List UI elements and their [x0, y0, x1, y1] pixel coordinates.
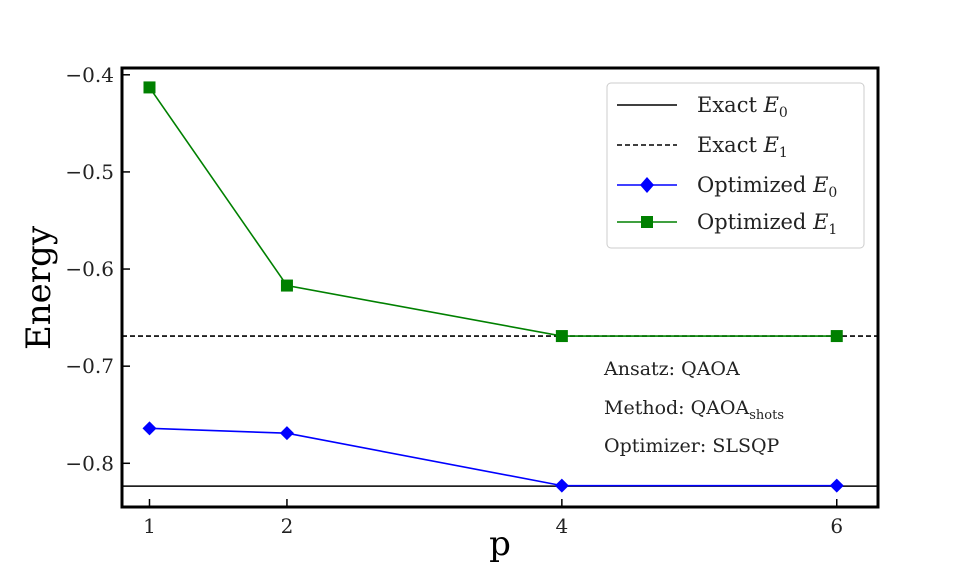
- plot-content: [122, 81, 878, 493]
- x-tick-label: 2: [281, 514, 294, 538]
- axis-ticks: 1 2 4 6 −0.8 −0.7 −0.6 −0.5 −0.4: [65, 63, 843, 538]
- legend-label-optimized-e0: Optimized E0: [697, 173, 837, 201]
- data-point-optimized-e1-p6: [830, 330, 843, 343]
- annotation-block: Ansatz: QAOA Method: QAOAshots Optimizer…: [603, 358, 784, 457]
- legend-marker-optimized-e0: [640, 177, 654, 193]
- legend-label-optimized-e1: Optimized E1: [697, 210, 837, 238]
- data-point-optimized-e0-p4: [554, 478, 569, 493]
- x-axis-title: p: [489, 524, 511, 564]
- legend-marker-optimized-e1: [641, 216, 653, 228]
- y-tick-label: −0.8: [65, 451, 114, 475]
- data-point-optimized-e0-p6: [829, 478, 844, 493]
- y-axis-title: Energy: [19, 225, 59, 350]
- x-tick-label: 6: [830, 514, 843, 538]
- data-point-optimized-e0-p2: [279, 426, 294, 441]
- y-tick-label: −0.4: [65, 63, 114, 87]
- legend-label-exact-e0: Exact E0: [697, 93, 788, 121]
- annotation-optimizer: Optimizer: SLSQP: [604, 435, 780, 457]
- series-line-optimized-e1: [148, 86, 837, 337]
- data-point-optimized-e1-p1: [143, 81, 156, 94]
- data-point-optimized-e1-p2: [280, 279, 293, 292]
- y-tick-label: −0.5: [65, 160, 114, 184]
- y-tick-label: −0.6: [65, 257, 114, 281]
- annotation-method: Method: QAOAshots: [604, 397, 784, 423]
- legend-label-exact-e1: Exact E1: [697, 133, 788, 161]
- x-tick-label: 4: [555, 514, 568, 538]
- legend: Exact E0 Exact E1 Optimized E0 Optimized…: [606, 82, 865, 249]
- data-point-optimized-e1-p4: [555, 330, 568, 343]
- data-point-optimized-e0-p1: [142, 421, 157, 436]
- series-line-optimized-e0: [149, 427, 837, 487]
- annotation-ansatz: Ansatz: QAOA: [603, 358, 740, 380]
- y-tick-label: −0.7: [65, 354, 114, 378]
- plot-frame: [120, 66, 880, 509]
- legend-box: [606, 82, 865, 249]
- x-tick-label: 1: [143, 514, 156, 538]
